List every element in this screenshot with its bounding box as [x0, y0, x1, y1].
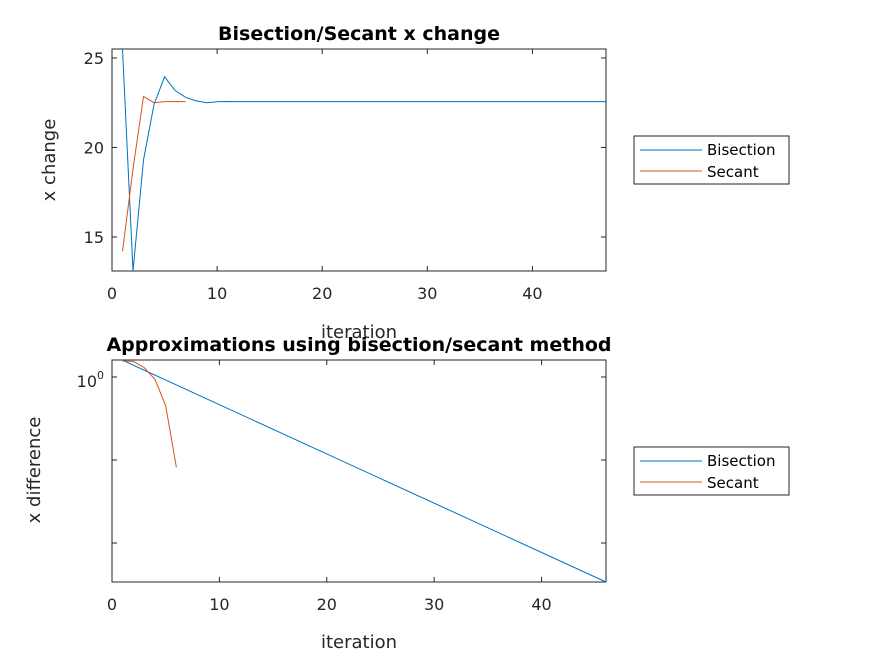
chart-2-legend-box: [633, 446, 790, 496]
chart-1-legend-box: [633, 135, 790, 185]
chart-2-legend-label-secant: Secant: [707, 474, 759, 492]
x-tick-label: 30: [417, 284, 437, 303]
x-tick-label: 10: [209, 595, 229, 614]
chart-2: Approximations using bisection/secant me…: [24, 334, 790, 653]
chart-2-axes-box: [111, 359, 607, 583]
x-tick-label: 40: [531, 595, 551, 614]
x-tick-label: 40: [522, 284, 542, 303]
chart-2-ylabel: x difference: [24, 417, 45, 524]
chart-1-legend: Bisection Secant: [633, 135, 790, 185]
x-tick-label: 10: [207, 284, 227, 303]
chart-1-xlabel: iteration: [321, 322, 397, 343]
chart-2-y-tick-label: 100: [77, 369, 104, 391]
y-tick-label: 15: [84, 228, 104, 247]
chart-2-legend-label-bisection: Bisection: [707, 452, 775, 470]
chart-1-title: Bisection/Secant x change: [218, 23, 500, 45]
series-line-bisection: [122, 48, 606, 272]
series-line-bisection: [122, 359, 607, 583]
chart-1-series: [122, 48, 606, 272]
y-tick-label: 20: [84, 138, 104, 157]
chart-2-xlabel: iteration: [321, 632, 397, 653]
chart-1-axes-box: [111, 48, 607, 272]
x-tick-label: 0: [107, 284, 117, 303]
chart-1-legend-label-secant: Secant: [707, 163, 759, 181]
chart-1-ylabel: x change: [39, 119, 60, 202]
series-line-secant: [122, 95, 186, 252]
chart-1: Bisection/Secant x change iteration x ch…: [39, 23, 790, 343]
x-tick-label: 0: [107, 595, 117, 614]
x-tick-label: 30: [424, 595, 444, 614]
chart-1-y-ticks: 15 20 25: [84, 49, 606, 247]
chart-2-title: Approximations using bisection/secant me…: [106, 334, 611, 356]
chart-1-x-ticks: 0 10 20 30 40: [107, 49, 543, 303]
chart-1-legend-label-bisection: Bisection: [707, 141, 775, 159]
chart-2-x-ticks: 0 10 20 30 40: [107, 360, 552, 614]
x-tick-label: 20: [317, 595, 337, 614]
chart-2-series: [122, 359, 607, 583]
x-tick-label: 20: [312, 284, 332, 303]
series-line-secant: [122, 360, 177, 468]
chart-2-legend: Bisection Secant: [633, 446, 790, 496]
y-tick-label: 25: [84, 49, 104, 68]
